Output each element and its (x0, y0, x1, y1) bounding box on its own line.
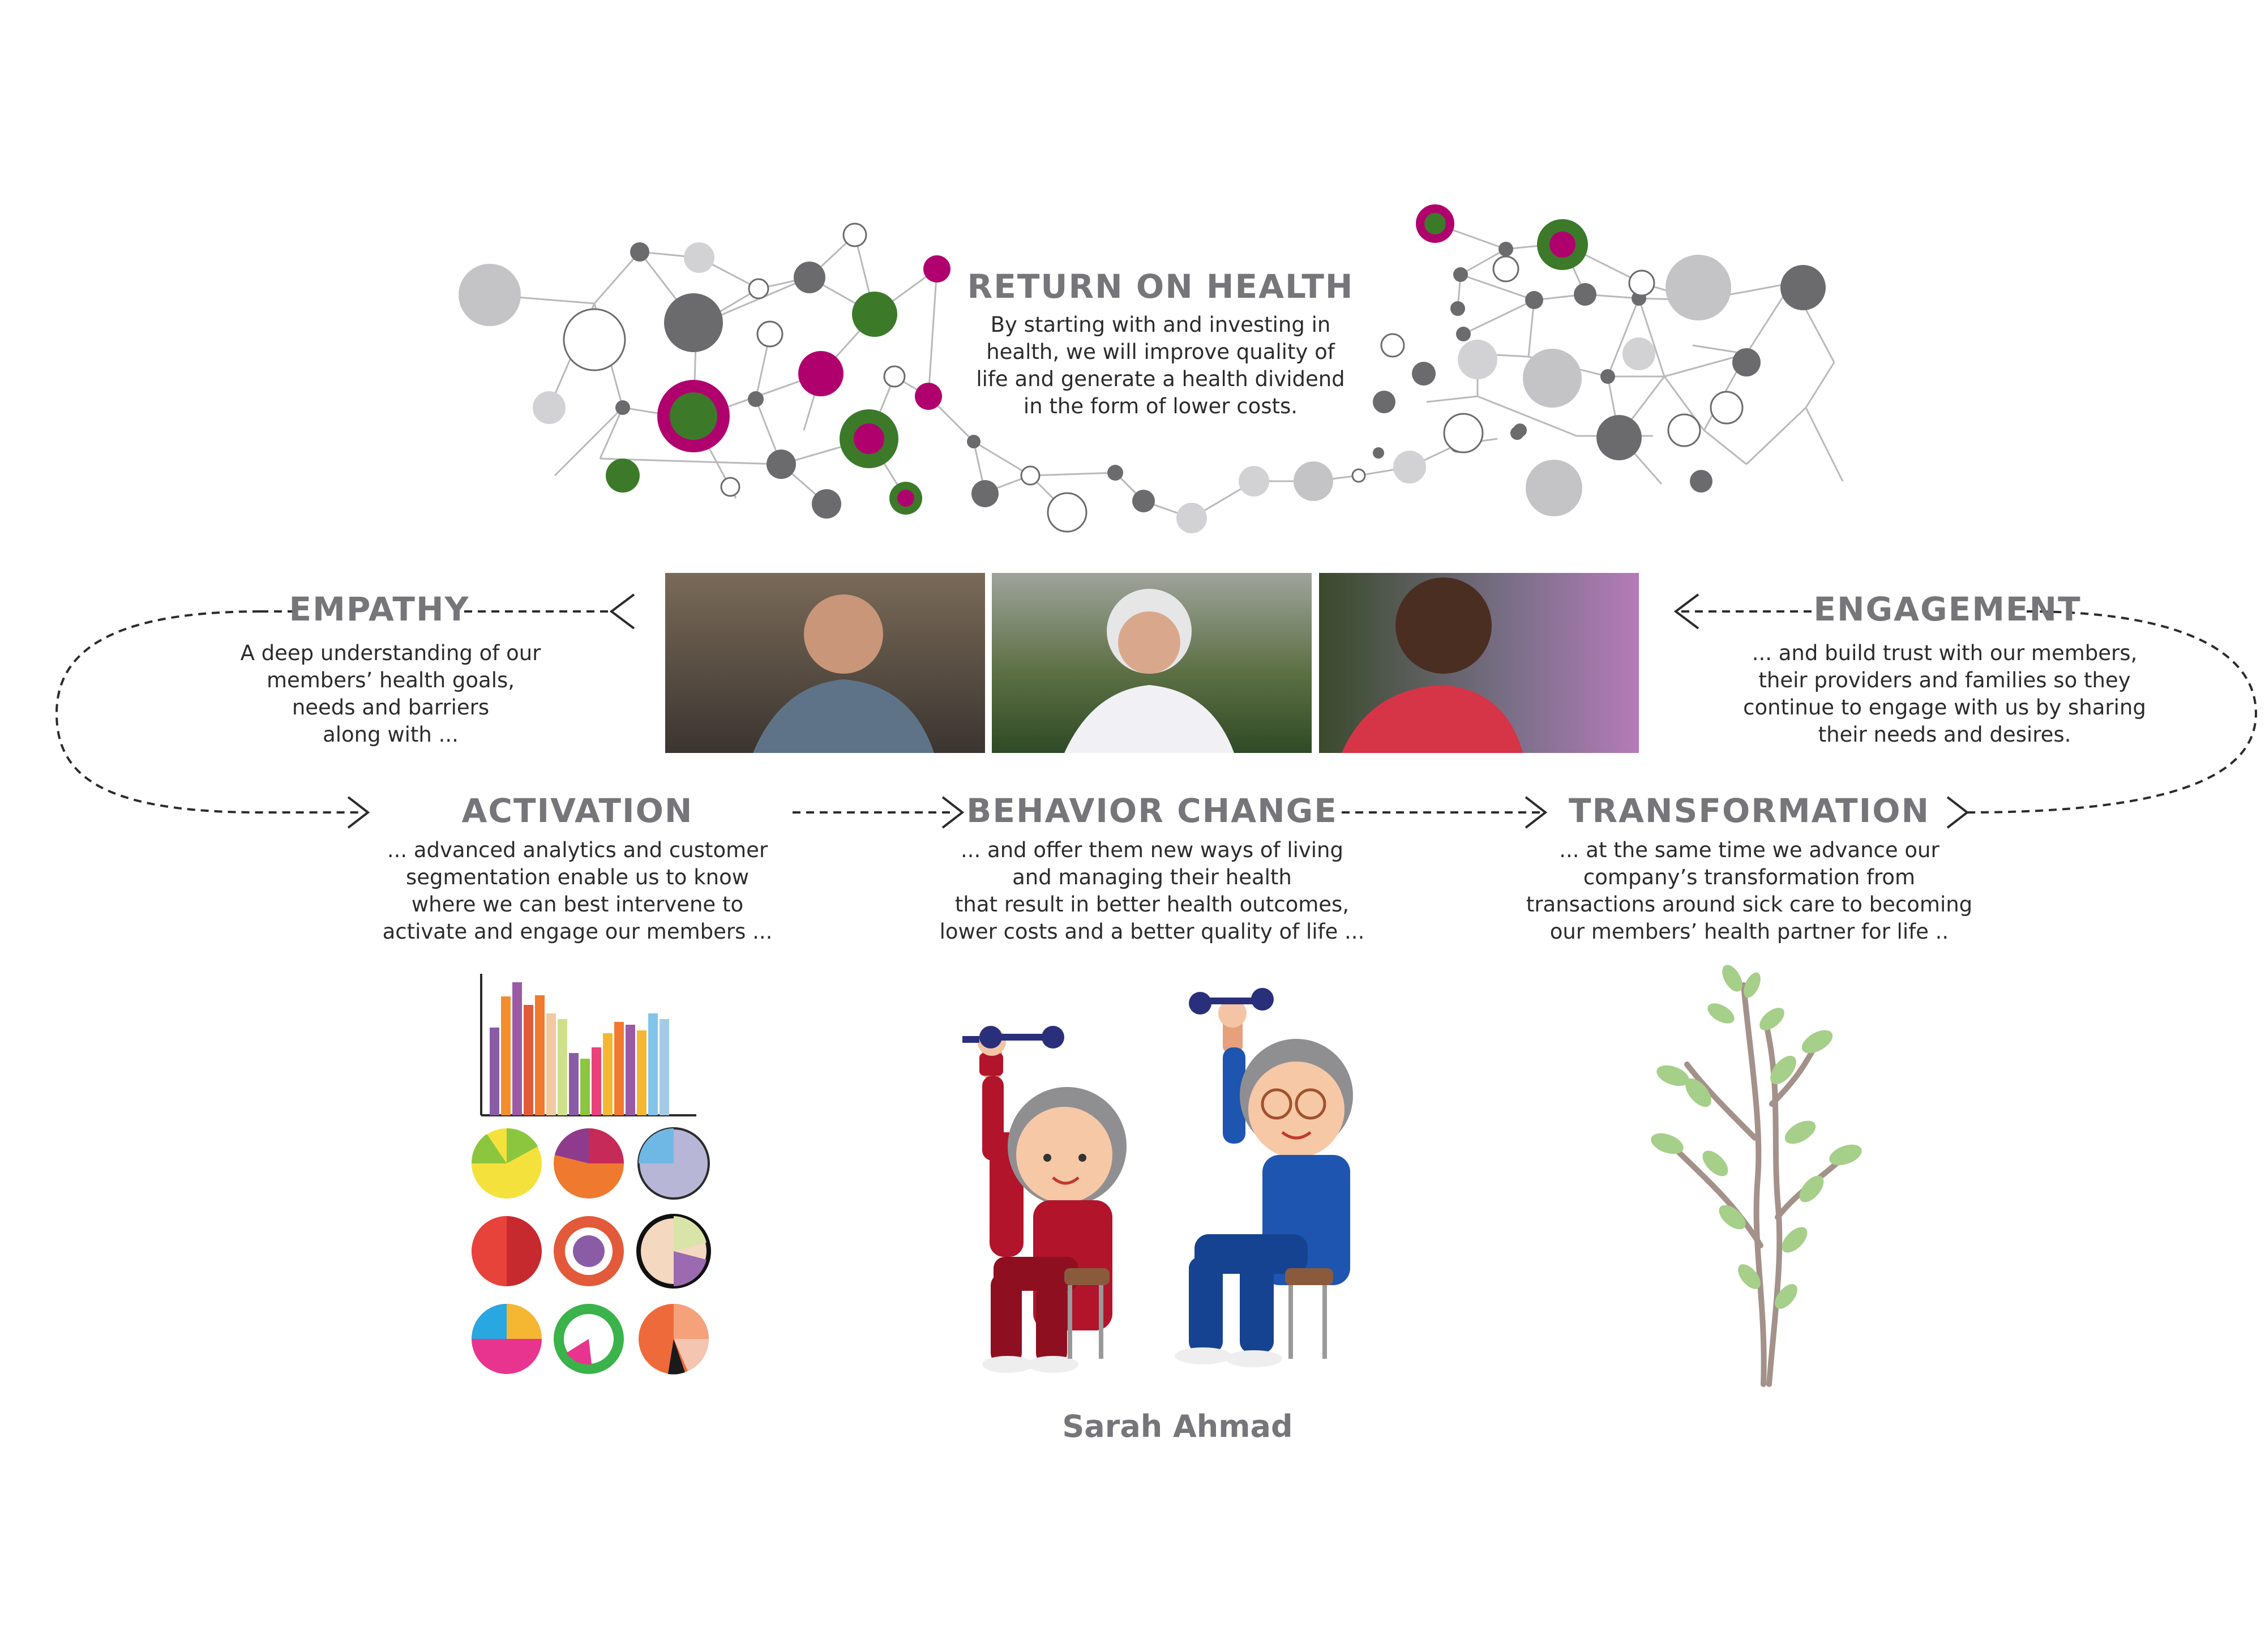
arrow-left-engagement (1673, 593, 1699, 630)
transformation-line: company’s transformation from (1583, 865, 1916, 889)
author-credit: Sarah Ahmad (1062, 1409, 1293, 1444)
arrow-right-behavior (941, 796, 965, 829)
network-nodes-right (1373, 204, 1826, 516)
network-nodes-left (459, 222, 1087, 533)
photo-strip (665, 573, 1639, 753)
engagement-text: ... and build trust with our members, th… (1721, 640, 2168, 748)
engagement-line: their providers and families so they (1758, 668, 2131, 692)
arrow-right-activation (347, 796, 370, 829)
behavior-change-line: lower costs and a better quality of life… (939, 919, 1365, 944)
transformation-line: ... at the same time we advance our (1559, 838, 1939, 862)
arrowheads (347, 593, 1969, 829)
behavior-change-text: ... and offer them new ways of living an… (917, 837, 1387, 945)
behavior-change-title: BEHAVIOR CHANGE (966, 791, 1338, 830)
empathy-line: along with ... (323, 722, 459, 747)
network-nodes-center (1107, 436, 1466, 533)
transformation-line: our members’ health partner for life .. (1549, 919, 1949, 944)
behavior-change-line: and managing their health (1012, 865, 1292, 889)
activation-line: segmentation enable us to know (406, 865, 749, 889)
activation-line: activate and engage our members ... (382, 919, 773, 944)
flow-arrows (55, 610, 2258, 814)
engagement-line: ... and build trust with our members, (1752, 641, 2138, 665)
transformation-text: ... at the same time we advance our comp… (1500, 837, 1998, 945)
activation-line: where we can best intervene to (411, 892, 744, 917)
empathy-line: members’ health goals, (266, 668, 515, 692)
return-on-health-line: By starting with and investing in (990, 313, 1331, 337)
activation-line: ... advanced analytics and customer (387, 838, 768, 862)
empathy-line: A deep understanding of our (240, 641, 541, 665)
return-on-health-text: By starting with and investing in health… (889, 311, 1432, 420)
empathy-line: needs and barriers (292, 695, 490, 720)
return-on-health-title: RETURN ON HEALTH (967, 267, 1354, 306)
return-on-health-line: health, we will improve quality of (986, 340, 1335, 364)
behavior-change-line: that result in better health outcomes, (954, 892, 1350, 917)
empathy-text: A deep understanding of our members’ hea… (198, 640, 583, 748)
seniors-exercising-illustration (962, 988, 1353, 1373)
activation-text: ... advanced analytics and customer segm… (362, 837, 793, 945)
behavior-change-line: ... and offer them new ways of living (960, 838, 1343, 862)
empathy-title: EMPATHY (289, 590, 470, 628)
engagement-line: their needs and desires. (1818, 722, 2071, 747)
return-on-health-line: in the form of lower costs. (1023, 394, 1298, 418)
activation-title: ACTIVATION (461, 791, 693, 830)
arrow-right-transformation (1525, 796, 1548, 829)
transformation-title: TRANSFORMATION (1568, 791, 1930, 830)
arrow-left-empathy (609, 593, 635, 630)
return-on-health-line: life and generate a health dividend (976, 367, 1345, 391)
analytics-illustration (471, 974, 711, 1375)
engagement-title: ENGAGEMENT (1813, 590, 2082, 628)
engagement-line: continue to engage with us by sharing (1743, 695, 2146, 720)
arrow-right-engagement-loop (1946, 796, 1969, 829)
transformation-line: transactions around sick care to becomin… (1526, 892, 1973, 917)
sapling-leaves (1651, 965, 1862, 1309)
